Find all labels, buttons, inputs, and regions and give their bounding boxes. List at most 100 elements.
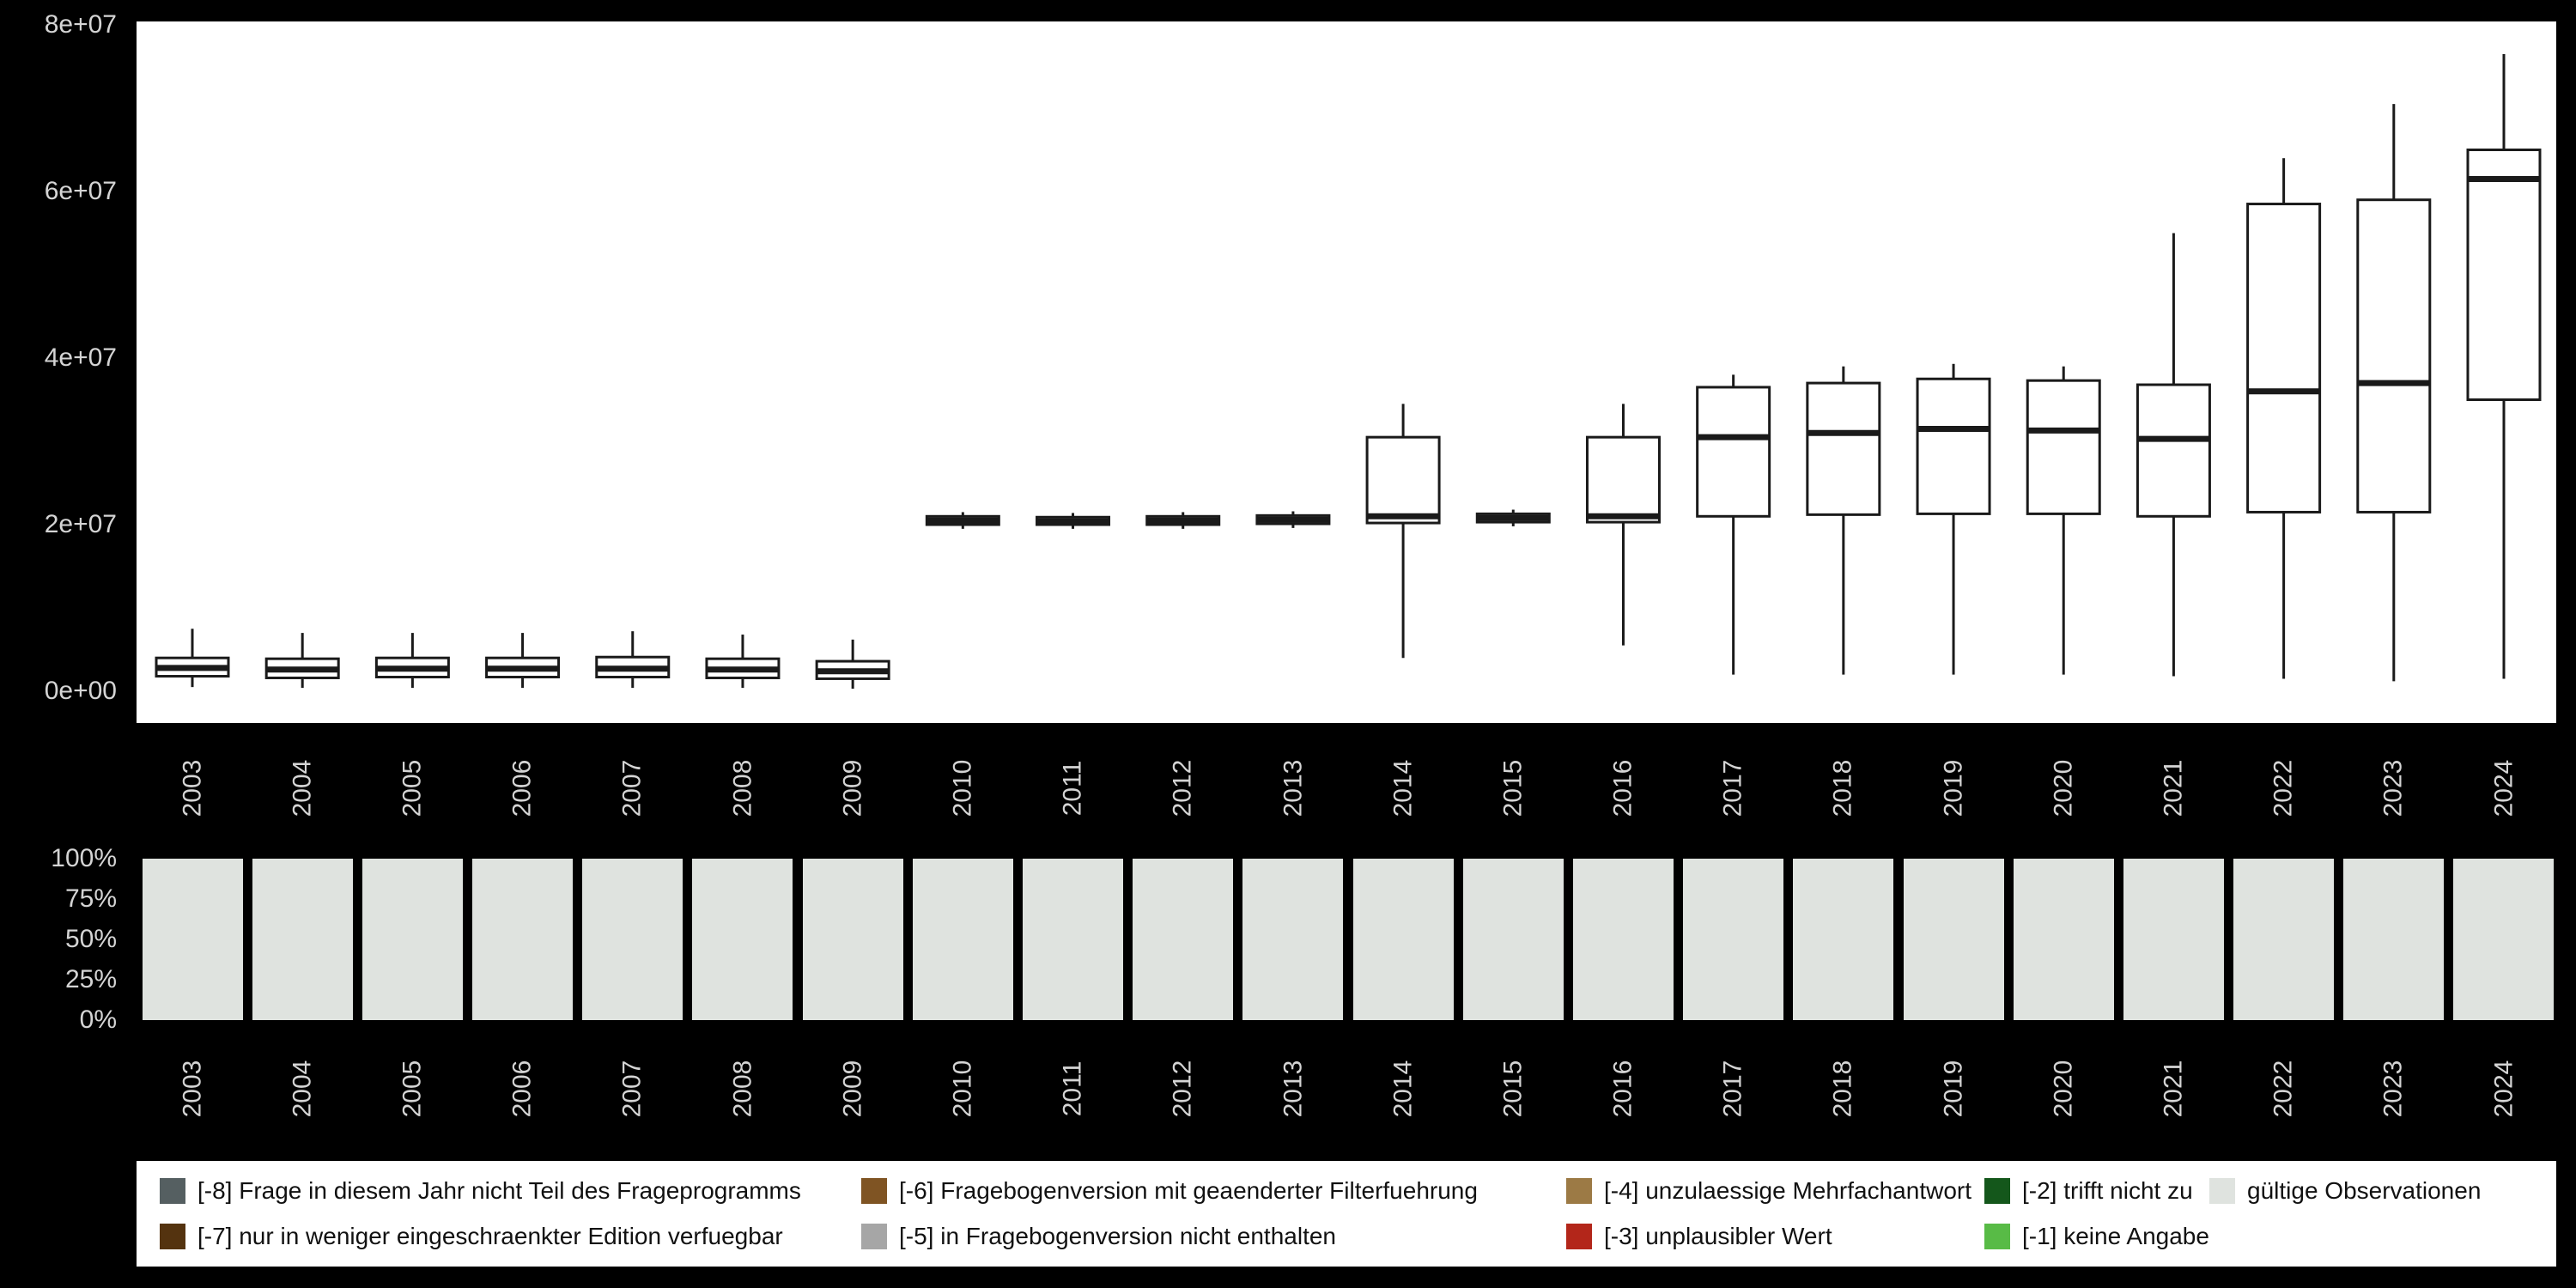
x-tick: 2003 <box>137 1030 248 1146</box>
legend-label: gültige Observationen <box>2247 1176 2482 1204</box>
x-tick: 2007 <box>577 1030 689 1146</box>
x-tick-label: 2006 <box>507 1060 537 1117</box>
x-tick-label: 2020 <box>2049 1060 2078 1117</box>
x-tick: 2015 <box>1457 1030 1569 1146</box>
legend-label: [-6] Fragebogenversion mit geaenderter F… <box>899 1176 1478 1204</box>
x-tick: 2023 <box>2338 1030 2450 1146</box>
x-tick-label: 2022 <box>2269 1060 2298 1117</box>
valid-share-bar-2012 <box>1133 859 1234 1020</box>
valid-share-bar-2017 <box>1683 859 1784 1020</box>
valid-share-bar-2006 <box>472 859 574 1020</box>
legend-key-swatch <box>861 1224 887 1250</box>
legend-item--7: [-7] nur in weniger eingeschraenkter Edi… <box>160 1223 861 1250</box>
x-tick-label: 2006 <box>507 759 537 817</box>
legend-label: [-4] unzulaessige Mehrfachantwort <box>1604 1176 1971 1204</box>
legend-item-valid: gültige Observationen <box>2209 1177 2556 1205</box>
x-tick: 2004 <box>246 730 358 846</box>
x-tick-label: 2016 <box>1608 1060 1637 1117</box>
valid-share-bar-2018 <box>1793 859 1894 1020</box>
boxplot-y-tick-label: 8e+07 <box>44 10 117 39</box>
x-tick: 2019 <box>1898 730 2009 846</box>
valid-share-bar-2010 <box>912 859 1013 1020</box>
x-tick: 2022 <box>2228 730 2340 846</box>
x-tick-label: 2012 <box>1168 759 1197 817</box>
valid-share-bar-2005 <box>361 859 463 1020</box>
x-tick-label: 2011 <box>1058 760 1087 816</box>
x-tick: 2020 <box>2008 730 2119 846</box>
legend-item--4: [-4] unzulaessige Mehrfachantwort <box>1566 1177 1984 1205</box>
x-tick: 2012 <box>1127 1030 1239 1146</box>
x-tick-label: 2015 <box>1498 1060 1528 1117</box>
x-tick: 2022 <box>2228 1030 2340 1146</box>
valid-share-bar-2009 <box>802 859 903 1020</box>
x-tick-label: 2023 <box>2379 1060 2408 1117</box>
boxplot-y-tick-label: 0e+00 <box>44 677 117 705</box>
valid-share-bar-2022 <box>2233 859 2335 1020</box>
valid-share-bar-2019 <box>1903 859 2004 1020</box>
x-tick: 2003 <box>137 730 248 846</box>
x-tick-label: 2019 <box>1939 1060 1968 1117</box>
x-tick: 2018 <box>1788 730 1899 846</box>
x-tick-label: 2012 <box>1168 1060 1197 1117</box>
x-tick: 2020 <box>2008 1030 2119 1146</box>
legend-label: [-5] in Fragebogenversion nicht enthalte… <box>899 1223 1336 1250</box>
box-2019 <box>1916 377 1991 515</box>
x-tick-label: 2003 <box>178 759 206 817</box>
x-tick: 2008 <box>687 730 799 846</box>
valid-share-bar-2020 <box>2013 859 2114 1020</box>
bar-y-tick-label: 100% <box>51 844 117 872</box>
bar-y-tick-label: 25% <box>64 965 117 993</box>
valid-share-bar-2003 <box>142 859 243 1020</box>
x-tick-label: 2021 <box>2159 759 2188 817</box>
x-tick: 2021 <box>2117 730 2229 846</box>
valid-share-bar-2008 <box>692 859 793 1020</box>
x-tick-label: 2024 <box>2488 1060 2518 1117</box>
x-tick: 2013 <box>1237 730 1349 846</box>
x-tick-label: 2010 <box>948 1060 977 1117</box>
x-tick: 2009 <box>797 1030 908 1146</box>
x-tick-label: 2009 <box>838 759 867 817</box>
legend-key-swatch <box>2209 1177 2235 1204</box>
bar-y-tick-label: 75% <box>64 884 117 913</box>
boxplot-chart <box>155 53 2542 690</box>
x-tick-label: 2017 <box>1718 1060 1747 1117</box>
x-tick: 2010 <box>907 730 1018 846</box>
x-tick: 2019 <box>1898 1030 2009 1146</box>
legend-item--3: [-3] unplausibler Wert <box>1566 1223 1984 1250</box>
legend-key-swatch <box>1984 1224 2010 1250</box>
legend-item--6: [-6] Fragebogenversion mit geaenderter F… <box>861 1177 1566 1205</box>
legend-key-swatch <box>861 1177 887 1204</box>
x-tick-label: 2008 <box>727 1060 756 1117</box>
legend-label: [-2] trifft nicht zu <box>2022 1176 2193 1204</box>
x-tick: 2004 <box>246 1030 358 1146</box>
x-tick-label: 2022 <box>2269 759 2298 817</box>
legend-label: [-1] keine Angabe <box>2022 1223 2209 1250</box>
x-tick: 2023 <box>2338 730 2450 846</box>
x-tick-label: 2016 <box>1608 759 1637 817</box>
boxplot-y-axis: 0e+00 2e+07 4e+07 6e+07 8e+07 <box>0 10 125 723</box>
box-2023 <box>2356 198 2432 513</box>
x-tick: 2007 <box>577 730 689 846</box>
legend-key-swatch <box>160 1177 185 1204</box>
box-2018 <box>1806 381 1881 516</box>
valid-share-bar-2023 <box>2343 859 2445 1020</box>
x-tick: 2024 <box>2448 730 2560 846</box>
legend-item--8: [-8] Frage in diesem Jahr nicht Teil des… <box>160 1177 861 1205</box>
missing-share-bar-panel <box>137 859 2556 1020</box>
x-tick-label: 2011 <box>1058 1060 1087 1116</box>
valid-share-bar-2021 <box>2123 859 2224 1020</box>
x-tick: 2017 <box>1678 730 1789 846</box>
box-2016 <box>1585 435 1661 524</box>
x-tick: 2024 <box>2448 1030 2560 1146</box>
x-tick: 2005 <box>356 1030 468 1146</box>
x-tick: 2015 <box>1457 730 1569 846</box>
x-tick-label: 2024 <box>2488 759 2518 817</box>
box-2020 <box>2026 379 2101 515</box>
x-tick: 2012 <box>1127 730 1239 846</box>
bar-y-tick-label: 50% <box>64 925 117 953</box>
bar-y-axis: 0% 25% 50% 75% 100% <box>0 844 125 1034</box>
x-tick: 2005 <box>356 730 468 846</box>
x-tick: 2018 <box>1788 1030 1899 1146</box>
legend-label: [-7] nur in weniger eingeschraenkter Edi… <box>197 1223 783 1250</box>
